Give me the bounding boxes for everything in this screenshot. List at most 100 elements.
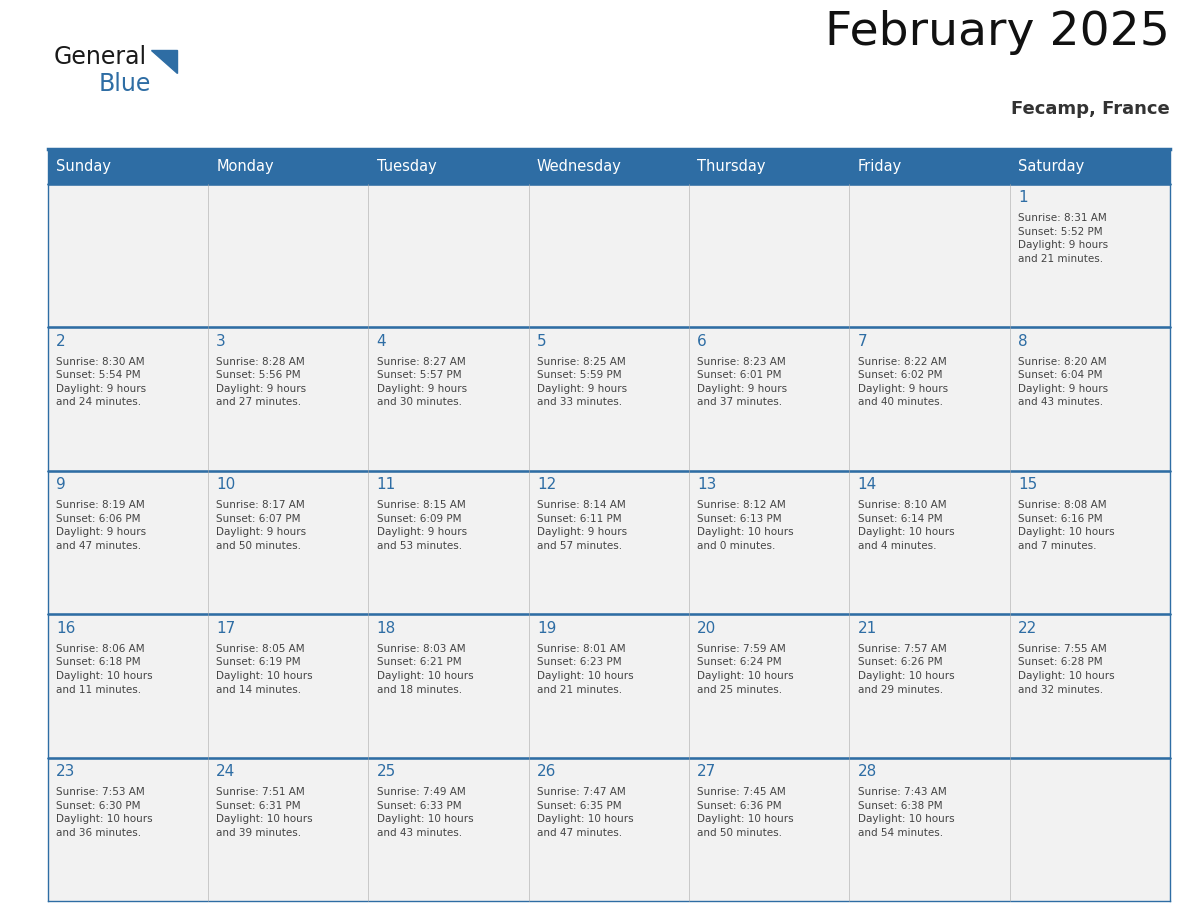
Text: Sunrise: 8:31 AM
Sunset: 5:52 PM
Daylight: 9 hours
and 21 minutes.: Sunrise: 8:31 AM Sunset: 5:52 PM Dayligh… (1018, 213, 1108, 263)
Text: Blue: Blue (99, 73, 151, 96)
Text: 18: 18 (377, 621, 396, 636)
Text: 21: 21 (858, 621, 877, 636)
Text: Sunrise: 8:23 AM
Sunset: 6:01 PM
Daylight: 9 hours
and 37 minutes.: Sunrise: 8:23 AM Sunset: 6:01 PM Dayligh… (697, 356, 788, 408)
Text: February 2025: February 2025 (826, 10, 1170, 55)
Text: Sunrise: 8:01 AM
Sunset: 6:23 PM
Daylight: 10 hours
and 21 minutes.: Sunrise: 8:01 AM Sunset: 6:23 PM Dayligh… (537, 644, 633, 695)
Text: Saturday: Saturday (1018, 159, 1085, 174)
FancyBboxPatch shape (849, 327, 1010, 471)
FancyBboxPatch shape (48, 327, 208, 471)
FancyBboxPatch shape (849, 184, 1010, 327)
FancyBboxPatch shape (368, 184, 529, 327)
Text: 6: 6 (697, 333, 707, 349)
Text: Sunrise: 8:06 AM
Sunset: 6:18 PM
Daylight: 10 hours
and 11 minutes.: Sunrise: 8:06 AM Sunset: 6:18 PM Dayligh… (56, 644, 152, 695)
Text: 1: 1 (1018, 190, 1028, 205)
Text: Sunrise: 8:17 AM
Sunset: 6:07 PM
Daylight: 9 hours
and 50 minutes.: Sunrise: 8:17 AM Sunset: 6:07 PM Dayligh… (216, 500, 307, 551)
Text: Sunrise: 8:14 AM
Sunset: 6:11 PM
Daylight: 9 hours
and 57 minutes.: Sunrise: 8:14 AM Sunset: 6:11 PM Dayligh… (537, 500, 627, 551)
Text: Sunrise: 7:45 AM
Sunset: 6:36 PM
Daylight: 10 hours
and 50 minutes.: Sunrise: 7:45 AM Sunset: 6:36 PM Dayligh… (697, 788, 794, 838)
Polygon shape (151, 50, 177, 73)
Text: Tuesday: Tuesday (377, 159, 436, 174)
FancyBboxPatch shape (208, 758, 368, 901)
FancyBboxPatch shape (208, 471, 368, 614)
FancyBboxPatch shape (48, 614, 208, 758)
Text: Sunrise: 7:47 AM
Sunset: 6:35 PM
Daylight: 10 hours
and 47 minutes.: Sunrise: 7:47 AM Sunset: 6:35 PM Dayligh… (537, 788, 633, 838)
Text: 16: 16 (56, 621, 75, 636)
Text: Sunrise: 8:19 AM
Sunset: 6:06 PM
Daylight: 9 hours
and 47 minutes.: Sunrise: 8:19 AM Sunset: 6:06 PM Dayligh… (56, 500, 146, 551)
FancyBboxPatch shape (208, 327, 368, 471)
Text: Sunrise: 8:12 AM
Sunset: 6:13 PM
Daylight: 10 hours
and 0 minutes.: Sunrise: 8:12 AM Sunset: 6:13 PM Dayligh… (697, 500, 794, 551)
FancyBboxPatch shape (689, 614, 849, 758)
FancyBboxPatch shape (208, 149, 368, 184)
Text: Sunrise: 8:30 AM
Sunset: 5:54 PM
Daylight: 9 hours
and 24 minutes.: Sunrise: 8:30 AM Sunset: 5:54 PM Dayligh… (56, 356, 146, 408)
Text: 5: 5 (537, 333, 546, 349)
Text: 12: 12 (537, 477, 556, 492)
Text: 13: 13 (697, 477, 716, 492)
Text: Sunrise: 8:08 AM
Sunset: 6:16 PM
Daylight: 10 hours
and 7 minutes.: Sunrise: 8:08 AM Sunset: 6:16 PM Dayligh… (1018, 500, 1114, 551)
FancyBboxPatch shape (689, 758, 849, 901)
FancyBboxPatch shape (529, 149, 689, 184)
FancyBboxPatch shape (208, 184, 368, 327)
Text: 23: 23 (56, 765, 75, 779)
Text: 8: 8 (1018, 333, 1028, 349)
FancyBboxPatch shape (849, 149, 1010, 184)
FancyBboxPatch shape (1010, 471, 1170, 614)
FancyBboxPatch shape (48, 471, 208, 614)
Text: 11: 11 (377, 477, 396, 492)
Text: Sunrise: 7:59 AM
Sunset: 6:24 PM
Daylight: 10 hours
and 25 minutes.: Sunrise: 7:59 AM Sunset: 6:24 PM Dayligh… (697, 644, 794, 695)
FancyBboxPatch shape (529, 758, 689, 901)
Text: Sunrise: 8:20 AM
Sunset: 6:04 PM
Daylight: 9 hours
and 43 minutes.: Sunrise: 8:20 AM Sunset: 6:04 PM Dayligh… (1018, 356, 1108, 408)
Text: 7: 7 (858, 333, 867, 349)
Text: Thursday: Thursday (697, 159, 766, 174)
Text: Sunrise: 7:53 AM
Sunset: 6:30 PM
Daylight: 10 hours
and 36 minutes.: Sunrise: 7:53 AM Sunset: 6:30 PM Dayligh… (56, 788, 152, 838)
Text: 20: 20 (697, 621, 716, 636)
FancyBboxPatch shape (368, 149, 529, 184)
FancyBboxPatch shape (368, 327, 529, 471)
Text: Friday: Friday (858, 159, 902, 174)
Text: Sunrise: 7:43 AM
Sunset: 6:38 PM
Daylight: 10 hours
and 54 minutes.: Sunrise: 7:43 AM Sunset: 6:38 PM Dayligh… (858, 788, 954, 838)
Text: 26: 26 (537, 765, 556, 779)
FancyBboxPatch shape (689, 149, 849, 184)
FancyBboxPatch shape (368, 758, 529, 901)
FancyBboxPatch shape (689, 184, 849, 327)
FancyBboxPatch shape (1010, 184, 1170, 327)
Text: 9: 9 (56, 477, 65, 492)
Text: 28: 28 (858, 765, 877, 779)
Text: Sunrise: 8:27 AM
Sunset: 5:57 PM
Daylight: 9 hours
and 30 minutes.: Sunrise: 8:27 AM Sunset: 5:57 PM Dayligh… (377, 356, 467, 408)
Text: 17: 17 (216, 621, 235, 636)
Text: Sunrise: 8:22 AM
Sunset: 6:02 PM
Daylight: 9 hours
and 40 minutes.: Sunrise: 8:22 AM Sunset: 6:02 PM Dayligh… (858, 356, 948, 408)
FancyBboxPatch shape (48, 184, 208, 327)
FancyBboxPatch shape (1010, 758, 1170, 901)
Text: 10: 10 (216, 477, 235, 492)
FancyBboxPatch shape (529, 471, 689, 614)
Text: Sunday: Sunday (56, 159, 110, 174)
FancyBboxPatch shape (529, 327, 689, 471)
FancyBboxPatch shape (689, 471, 849, 614)
Text: 24: 24 (216, 765, 235, 779)
Text: Sunrise: 7:49 AM
Sunset: 6:33 PM
Daylight: 10 hours
and 43 minutes.: Sunrise: 7:49 AM Sunset: 6:33 PM Dayligh… (377, 788, 473, 838)
Text: 4: 4 (377, 333, 386, 349)
FancyBboxPatch shape (849, 758, 1010, 901)
Text: Sunrise: 7:51 AM
Sunset: 6:31 PM
Daylight: 10 hours
and 39 minutes.: Sunrise: 7:51 AM Sunset: 6:31 PM Dayligh… (216, 788, 312, 838)
Text: 19: 19 (537, 621, 556, 636)
Text: Sunrise: 8:03 AM
Sunset: 6:21 PM
Daylight: 10 hours
and 18 minutes.: Sunrise: 8:03 AM Sunset: 6:21 PM Dayligh… (377, 644, 473, 695)
Text: 2: 2 (56, 333, 65, 349)
FancyBboxPatch shape (368, 471, 529, 614)
FancyBboxPatch shape (48, 758, 208, 901)
Text: Sunrise: 8:10 AM
Sunset: 6:14 PM
Daylight: 10 hours
and 4 minutes.: Sunrise: 8:10 AM Sunset: 6:14 PM Dayligh… (858, 500, 954, 551)
FancyBboxPatch shape (368, 614, 529, 758)
FancyBboxPatch shape (1010, 149, 1170, 184)
FancyBboxPatch shape (48, 149, 208, 184)
FancyBboxPatch shape (689, 327, 849, 471)
Text: Sunrise: 8:15 AM
Sunset: 6:09 PM
Daylight: 9 hours
and 53 minutes.: Sunrise: 8:15 AM Sunset: 6:09 PM Dayligh… (377, 500, 467, 551)
Text: Monday: Monday (216, 159, 274, 174)
FancyBboxPatch shape (1010, 327, 1170, 471)
Text: Sunrise: 7:57 AM
Sunset: 6:26 PM
Daylight: 10 hours
and 29 minutes.: Sunrise: 7:57 AM Sunset: 6:26 PM Dayligh… (858, 644, 954, 695)
Text: 3: 3 (216, 333, 226, 349)
FancyBboxPatch shape (208, 614, 368, 758)
Text: 27: 27 (697, 765, 716, 779)
Text: Fecamp, France: Fecamp, France (1011, 99, 1170, 118)
FancyBboxPatch shape (529, 184, 689, 327)
FancyBboxPatch shape (849, 471, 1010, 614)
FancyBboxPatch shape (529, 614, 689, 758)
Text: 22: 22 (1018, 621, 1037, 636)
Text: Sunrise: 8:28 AM
Sunset: 5:56 PM
Daylight: 9 hours
and 27 minutes.: Sunrise: 8:28 AM Sunset: 5:56 PM Dayligh… (216, 356, 307, 408)
